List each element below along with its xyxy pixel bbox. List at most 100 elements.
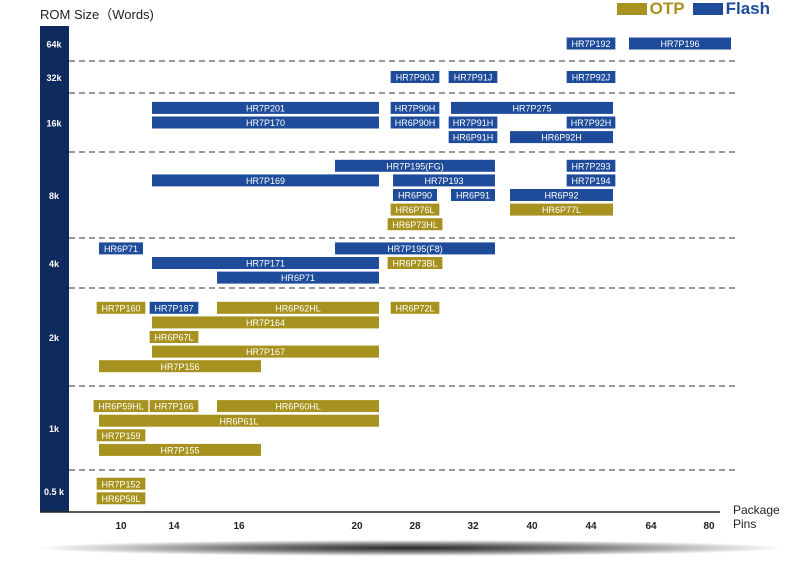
- legend-flash-label: Flash: [725, 0, 770, 18]
- chip-bar-label: HR6P91: [456, 191, 490, 201]
- chip-bar: [390, 301, 440, 314]
- x-tick-label: 32: [467, 521, 479, 532]
- chip-bar-label: HR7P155: [160, 446, 199, 456]
- chip-bar-label: HR7P164: [246, 318, 285, 328]
- chip-bar: [96, 492, 146, 505]
- chart-title: ROM Size（Words): [40, 7, 154, 22]
- chip-bar-label: HR7P187: [154, 303, 193, 313]
- chip-bar: [99, 414, 379, 427]
- chip-bar-label: HR7P90J: [396, 73, 435, 83]
- chip-bar: [566, 159, 616, 172]
- chip-bar-label: HR7P166: [154, 402, 193, 412]
- rom-band-label: 4k: [49, 259, 60, 269]
- chip-bar: [390, 116, 440, 129]
- legend-otp-swatch: [616, 3, 647, 15]
- chip-bar: [448, 71, 498, 83]
- chip-bar: [99, 242, 143, 255]
- chip-bar: [99, 443, 261, 456]
- chip-bar: [152, 101, 379, 114]
- chip-bar-label: HR7P160: [101, 303, 140, 313]
- rom-band-label: 64k: [46, 40, 62, 50]
- chip-bar-label: HR7P91H: [453, 118, 494, 128]
- chip-bar-label: HR7P90H: [395, 104, 436, 114]
- chip-bar: [152, 257, 379, 269]
- chip-bar: [566, 37, 616, 50]
- chip-bar-label: HR7P152: [101, 479, 140, 489]
- chip-bar-label: HR6P91H: [453, 133, 494, 143]
- chip-bar-label: HR7P196: [660, 39, 699, 49]
- chip-bar: [217, 400, 379, 413]
- chip-bar: [93, 400, 149, 413]
- x-tick-label: 64: [645, 521, 657, 532]
- x-tick-label: 16: [233, 521, 245, 532]
- chip-bar-label: HR7P170: [246, 118, 285, 128]
- x-tick-label: 10: [115, 521, 127, 532]
- chip-bar-label: HR7P275: [512, 104, 551, 114]
- chip-bar-label: HR6P61L: [219, 416, 258, 426]
- rom-axis-band: [40, 26, 69, 512]
- chip-bar-label: HR6P71: [104, 244, 138, 254]
- chip-bar-label: HR6P67L: [154, 333, 193, 343]
- chip-bar-label: HR6P60HL: [275, 402, 321, 412]
- chip-bar: [566, 116, 616, 129]
- chip-bar-label: HR6P92: [544, 191, 578, 201]
- chip-bar-label: HR6P72L: [395, 303, 434, 313]
- chip-bar: [510, 189, 613, 201]
- chip-bar-label: HR6P76L: [395, 205, 434, 215]
- chip-bar: [566, 71, 616, 83]
- chip-bar-label: HR7P91J: [454, 73, 493, 83]
- rom-band-label: 0.5 k: [44, 487, 65, 497]
- chip-bar-label: HR7P167: [246, 347, 285, 357]
- chip-bar-label: HR6P90: [398, 191, 432, 201]
- chip-bar: [390, 203, 440, 216]
- chip-bar-label: HR7P293: [571, 161, 610, 171]
- rom-band-label: 2k: [49, 333, 60, 343]
- rom-band-label: 32k: [46, 73, 62, 83]
- chip-bar-label: HR6P71: [281, 273, 315, 283]
- chip-bar-label: HR7P192: [571, 39, 610, 49]
- chip-bar: [335, 159, 495, 172]
- chip-bar-label: HR6P73HL: [392, 220, 438, 230]
- chip-bar: [629, 37, 731, 50]
- chip-bar-label: HR6P59HL: [98, 402, 144, 412]
- chip-bar: [510, 131, 613, 144]
- chip-bar: [387, 218, 443, 231]
- chip-bar: [152, 116, 379, 129]
- chip-bar: [393, 174, 495, 187]
- chip-bar: [217, 271, 379, 284]
- chip-bar-label: HR7P195(F8): [387, 244, 443, 254]
- rom-band-label: 8k: [49, 191, 60, 201]
- x-tick-label: 44: [585, 521, 597, 532]
- chip-bar: [96, 477, 146, 490]
- chip-bar-label: HR7P92H: [571, 118, 612, 128]
- chip-bar-label: HR7P156: [160, 362, 199, 372]
- legend: OTP Flash: [616, 0, 778, 18]
- chip-bar: [152, 316, 379, 329]
- chip-bar: [217, 301, 379, 314]
- chip-bar: [390, 71, 440, 83]
- chip-bar: [149, 400, 199, 413]
- chip-bar-label: HR7P194: [571, 176, 610, 186]
- chip-bar: [387, 257, 443, 269]
- chip-bar-label: HR7P195(FG): [386, 161, 444, 171]
- chip-bar: [152, 345, 379, 358]
- legend-flash-swatch: [692, 3, 723, 15]
- chip-bar-label: HR7P169: [246, 176, 285, 186]
- chip-bar-label: HR6P62HL: [275, 303, 321, 313]
- chip-bar: [390, 101, 440, 114]
- chip-bar-label: HR7P193: [424, 176, 463, 186]
- chip-bar: [149, 331, 199, 343]
- x-axis-label: Package: [733, 503, 780, 517]
- chip-bar: [149, 301, 199, 314]
- chip-bar: [96, 301, 146, 314]
- rom-band-label: 16k: [46, 119, 62, 129]
- x-tick-label: 80: [703, 521, 715, 532]
- x-tick-label: 28: [409, 521, 421, 532]
- chip-bar: [99, 360, 261, 373]
- chip-bar: [451, 189, 495, 201]
- rom-band-label: 1k: [49, 424, 60, 434]
- x-tick-label: 40: [526, 521, 538, 532]
- chip-bar-label: HR6P58L: [101, 494, 140, 504]
- chip-bar: [510, 203, 613, 216]
